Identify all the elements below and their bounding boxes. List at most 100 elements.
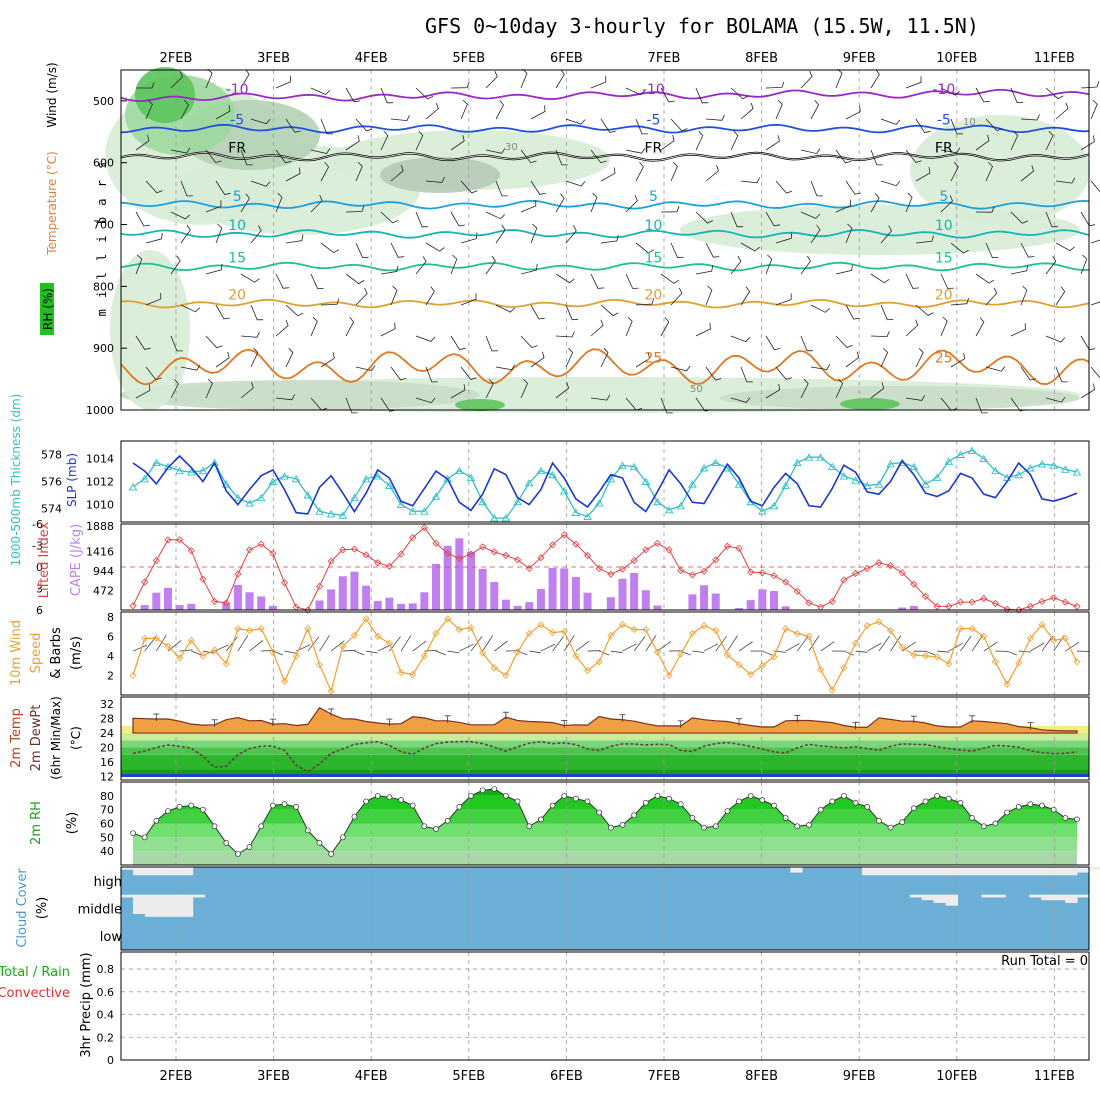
thickness-point xyxy=(396,500,406,508)
wind-barb xyxy=(730,335,751,343)
wind-barb xyxy=(380,87,394,104)
cloud-clear-cell xyxy=(981,894,994,898)
wind-speed-point xyxy=(176,654,184,662)
wind-axis-label-4: (m/s) xyxy=(69,636,84,670)
wind-barb xyxy=(590,192,598,213)
wind-speed-point xyxy=(782,625,790,633)
wind-barb xyxy=(320,352,335,368)
cape-tick-label: 944 xyxy=(93,565,114,578)
wind-barb-10m xyxy=(1006,650,1017,656)
cape-bar xyxy=(758,589,767,610)
wind-barb xyxy=(705,242,720,258)
cloud-clear-cell xyxy=(1029,867,1042,876)
temperature-side-label: Temperature (°C) xyxy=(45,151,59,256)
cape-tick-label: 1888 xyxy=(86,520,114,533)
temp-axis-label-2: 2m DewPt xyxy=(29,705,44,772)
wind-barb xyxy=(975,317,985,337)
rh-point xyxy=(852,799,859,806)
wind-speed-point xyxy=(688,629,696,638)
cloud-clear-cell xyxy=(873,867,887,876)
wind-barb-10m xyxy=(272,650,283,656)
rh-point xyxy=(1015,804,1022,810)
wind-barb xyxy=(625,316,633,337)
cloud-clear-cell xyxy=(993,867,1006,876)
top-day-label: 5FEB xyxy=(452,51,485,66)
wind-barb xyxy=(240,331,260,338)
wind-speed-point xyxy=(444,615,452,623)
wind-barb xyxy=(205,149,222,164)
wind-barb xyxy=(345,317,355,337)
lifted-index-point xyxy=(304,606,312,614)
wind-barb xyxy=(975,397,988,414)
wind-speed-point xyxy=(852,639,860,647)
wind-barb xyxy=(870,330,890,338)
wind-barb xyxy=(450,335,466,350)
thickness-point xyxy=(583,512,592,521)
wind-barb xyxy=(660,206,680,213)
li-tick-label: 3 xyxy=(36,583,43,596)
lifted-index-point xyxy=(141,578,149,586)
wind-barb xyxy=(170,71,183,89)
cloud-clear-cell xyxy=(981,867,994,876)
panel-frames xyxy=(120,69,1090,1061)
wind-speed-point xyxy=(572,652,580,660)
wind-speed-point xyxy=(339,642,347,650)
wind-barb xyxy=(625,273,639,289)
thickness-point xyxy=(431,492,441,500)
wind-barb xyxy=(1090,180,1100,193)
lifted-index-point xyxy=(537,554,545,562)
isotherm-25-line xyxy=(120,348,1090,386)
wind-barb xyxy=(870,382,885,399)
wind-barb xyxy=(1045,255,1057,275)
wind-barb xyxy=(590,273,605,289)
thickness-point xyxy=(128,483,138,491)
lifted-index-point xyxy=(793,587,801,595)
wind-barb xyxy=(310,148,331,154)
wind-barb-10m xyxy=(820,641,835,652)
wind-barb xyxy=(180,364,201,371)
thickness-point xyxy=(524,478,534,487)
wind-barb-10m xyxy=(703,643,719,652)
thickness-point xyxy=(921,480,930,488)
wind-barb xyxy=(730,256,742,275)
wind-barb xyxy=(1090,301,1100,306)
lifted-index-point xyxy=(199,575,207,583)
series-marks xyxy=(120,68,1100,917)
thickness-point xyxy=(699,464,709,472)
wind-barb xyxy=(635,242,654,254)
wind-barb-10m xyxy=(435,650,447,656)
cape-tick-label: 1416 xyxy=(86,546,114,559)
rh-point xyxy=(503,792,509,799)
thickness-point xyxy=(198,466,208,475)
rh-point xyxy=(596,809,603,816)
wind-speed-point xyxy=(677,650,685,658)
wind-tick-label: 4 xyxy=(107,650,114,663)
wind-barb-10m xyxy=(890,635,902,652)
wind-tick-label: 8 xyxy=(107,611,114,624)
wind-barb xyxy=(600,347,609,368)
rh-shade-light xyxy=(910,115,1090,225)
isotherm-label: -5 xyxy=(937,113,951,129)
wind-barb xyxy=(460,293,477,306)
cloud-level-label: middle xyxy=(78,903,122,918)
lifted-index-point xyxy=(187,546,195,555)
lifted-index-point xyxy=(1061,598,1069,606)
lifted-index-point xyxy=(1026,602,1034,610)
wind-barb xyxy=(275,319,289,337)
wind-barb-10m xyxy=(132,644,148,652)
isotherm-label: 20 xyxy=(644,288,662,304)
wind-barb xyxy=(240,382,254,399)
wind-barb-10m xyxy=(867,643,882,652)
wind-barb xyxy=(170,335,183,352)
wind-barb xyxy=(800,378,809,399)
wind-barb-10m xyxy=(202,650,215,654)
rh-point xyxy=(328,851,334,857)
cape-bar xyxy=(373,600,382,610)
cloud-clear-cell xyxy=(156,894,170,917)
wind-speed-point xyxy=(234,625,242,633)
lifted-index-point xyxy=(852,569,860,578)
wind-speed-point xyxy=(863,622,871,630)
wind-barb xyxy=(425,102,439,120)
wind-barb xyxy=(590,319,604,337)
wind-speed-point xyxy=(805,632,813,640)
